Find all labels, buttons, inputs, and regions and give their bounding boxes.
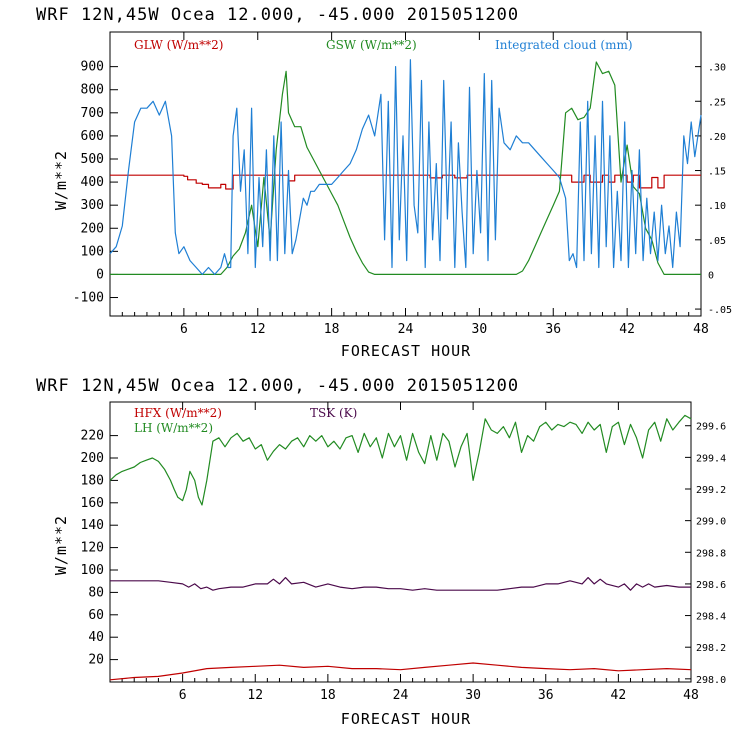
x-tick-label: 12 <box>250 322 266 337</box>
y-tick-label: 180 <box>81 473 104 488</box>
x-tick-label: 24 <box>398 322 414 337</box>
y2-tick-label: 299.6 <box>696 422 726 433</box>
y-tick-label: 100 <box>81 563 104 578</box>
bottom-legend-hfx: HFX (W/m**2) <box>134 406 222 420</box>
y-tick-label: 140 <box>81 518 104 533</box>
x-tick-label: 6 <box>180 322 188 337</box>
bottom-chart-title: WRF 12N,45W Ocea 12.000, -45.000 2015051… <box>36 376 519 396</box>
y-tick-label: 40 <box>88 630 104 645</box>
y2-tick-label: .25 <box>708 97 726 108</box>
bottom-chart: WRF 12N,45W Ocea 12.000, -45.000 2015051… <box>36 376 726 728</box>
y-tick-label: 220 <box>81 429 104 444</box>
x-tick-label: 48 <box>683 688 699 703</box>
y2-tick-label: 298.4 <box>696 612 726 623</box>
y2-tick-label: .05 <box>708 236 726 247</box>
y2-tick-label: .30 <box>708 63 726 74</box>
y-tick-label: 0 <box>96 267 104 282</box>
y2-tick-label: 299.2 <box>696 485 726 496</box>
bottom-x-axis-label: FORECAST HOUR <box>341 710 471 728</box>
y-tick-label: 160 <box>81 496 104 511</box>
y2-tick-label: 298.2 <box>696 643 726 654</box>
y2-tick-label: 298.8 <box>696 548 726 559</box>
series-line-glw <box>110 174 701 190</box>
y2-tick-label: .10 <box>708 201 726 212</box>
series-line-hfx <box>109 662 692 681</box>
top-chart: WRF 12N,45W Ocea 12.000, -45.000 2015051… <box>36 5 732 360</box>
y2-tick-label: 299.0 <box>696 517 726 528</box>
y2-tick-label: 298.6 <box>696 580 726 591</box>
x-tick-label: 36 <box>538 688 554 703</box>
x-tick-label: 42 <box>611 688 627 703</box>
x-tick-label: 18 <box>324 322 340 337</box>
y-tick-label: 400 <box>81 175 104 190</box>
y-tick-label: 600 <box>81 129 104 144</box>
top-x-axis-label: FORECAST HOUR <box>341 342 471 360</box>
y-tick-label: 500 <box>81 152 104 167</box>
top-plot-frame <box>109 31 702 317</box>
series-line-integrated <box>109 59 702 275</box>
x-tick-label: 48 <box>693 322 709 337</box>
y-tick-label: 100 <box>81 244 104 259</box>
y2-tick-label: 298.0 <box>696 675 726 686</box>
x-tick-label: 24 <box>393 688 409 703</box>
y-tick-label: 900 <box>81 60 104 75</box>
y-tick-label: 300 <box>81 198 104 213</box>
x-tick-label: 42 <box>619 322 635 337</box>
top-legend-glw: GLW (W/m**2) <box>134 38 223 52</box>
bottom-legend-tsk: TSK (K) <box>310 406 357 420</box>
y-tick-label: 80 <box>88 585 104 600</box>
bottom-legend-lh: LH (W/m**2) <box>134 421 213 435</box>
x-tick-label: 30 <box>472 322 488 337</box>
x-tick-label: 30 <box>465 688 481 703</box>
x-tick-label: 6 <box>179 688 187 703</box>
y2-tick-label: 0 <box>708 270 714 281</box>
y-tick-label: 60 <box>88 608 104 623</box>
y-tick-label: 800 <box>81 83 104 98</box>
x-tick-label: 18 <box>320 688 336 703</box>
y-tick-label: 20 <box>88 653 104 668</box>
y2-tick-label: 299.4 <box>696 453 726 464</box>
bottom-y-axis-label: W/m**2 <box>52 515 70 575</box>
y-tick-label: 200 <box>81 221 104 236</box>
top-legend-gsw: GSW (W/m**2) <box>326 38 417 52</box>
top-chart-title: WRF 12N,45W Ocea 12.000, -45.000 2015051… <box>36 5 519 25</box>
top-legend-cloud: Integrated cloud (mm) <box>495 38 633 52</box>
y-tick-label: -100 <box>73 291 104 306</box>
y-tick-label: 700 <box>81 106 104 121</box>
bottom-plot-frame <box>109 401 692 683</box>
x-tick-label: 12 <box>247 688 263 703</box>
y2-tick-label: -.05 <box>708 305 732 316</box>
y2-tick-label: .20 <box>708 132 726 143</box>
y2-tick-label: .15 <box>708 167 726 178</box>
series-line-gsw <box>110 61 701 275</box>
y-tick-label: 200 <box>81 451 104 466</box>
x-tick-label: 36 <box>545 322 561 337</box>
series-line-lh <box>109 414 692 506</box>
series-line-tsk <box>110 577 691 591</box>
y-tick-label: 120 <box>81 541 104 556</box>
top-y-axis-label: W/m**2 <box>52 150 70 210</box>
